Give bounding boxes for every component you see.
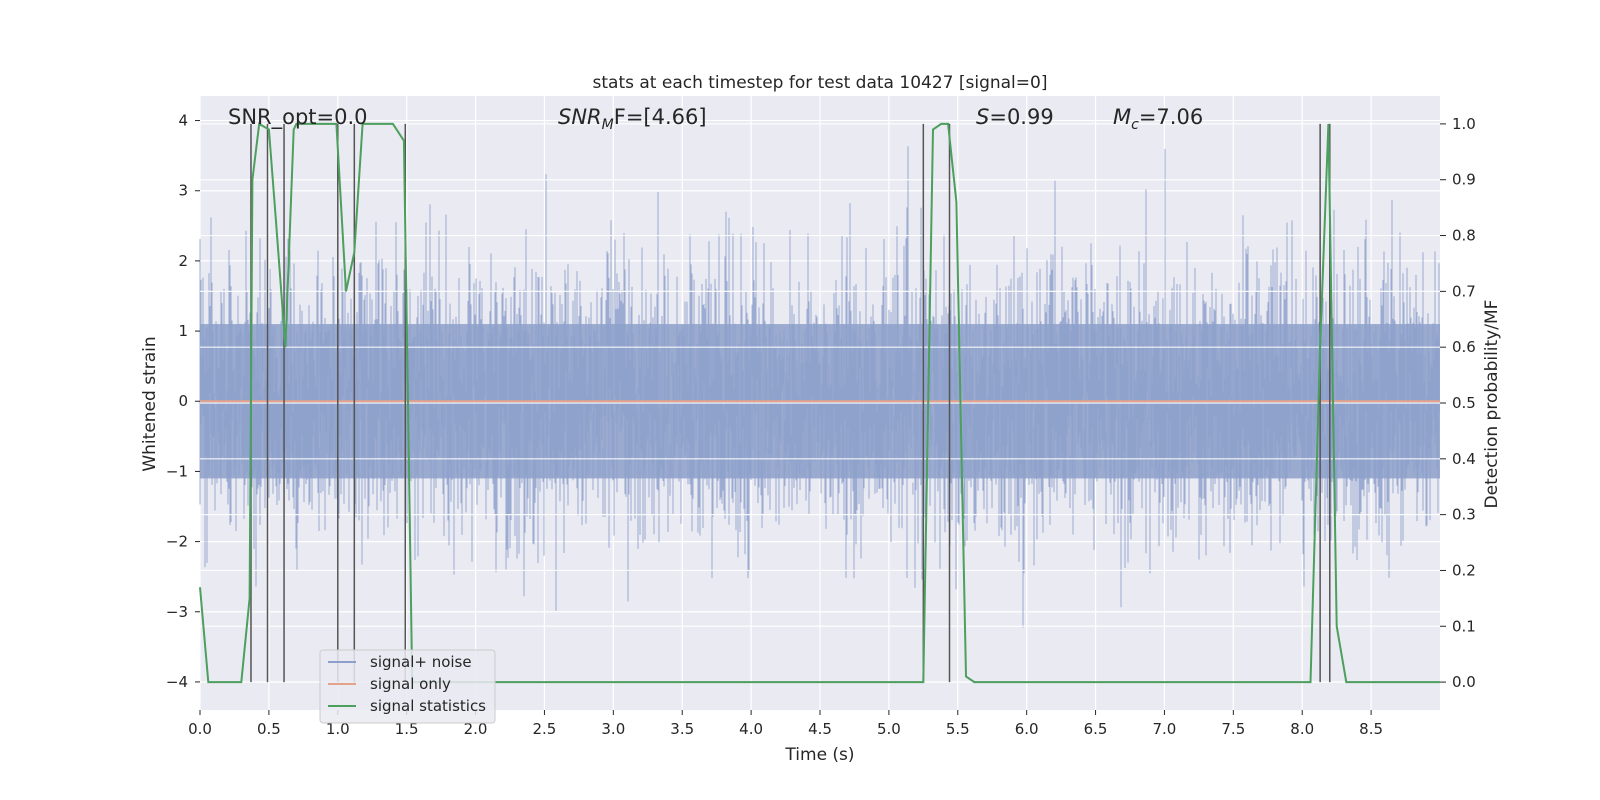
y-left-tick-label: −1	[166, 462, 188, 480]
y-left-tick-label: −2	[166, 533, 188, 551]
y-right-tick-label: 0.2	[1452, 561, 1476, 579]
annotation-snr-mf-sub: M	[602, 117, 614, 133]
x-tick-label: 3.0	[601, 720, 625, 738]
x-tick-label: 8.5	[1359, 720, 1383, 738]
y-right-tick-label: 0.6	[1452, 338, 1476, 356]
y-left-tick-label: 3	[178, 182, 188, 200]
y-axis-right-label: Detection probability/MF	[1482, 300, 1502, 509]
y-right-tick-label: 0.3	[1452, 506, 1476, 524]
x-tick-label: 2.5	[533, 720, 557, 738]
y-right-tick-label: 0.9	[1452, 171, 1476, 189]
annotation-mc-main: M	[1113, 105, 1131, 129]
x-tick-label: 6.0	[1015, 720, 1039, 738]
x-tick-label: 1.0	[326, 720, 350, 738]
y-left-tick-label: −4	[166, 673, 188, 691]
y-axis-right-ticks: 0.0 0.1 0.2 0.3 0.4 0.5 0.6 0.7 0.8 0.9 1.0	[1440, 115, 1476, 691]
legend-label-signal-only: signal only	[370, 675, 451, 693]
x-tick-label: 6.5	[1084, 720, 1108, 738]
noise-trace	[199, 146, 1440, 628]
legend: signal+ noise signal only signal statist…	[319, 649, 496, 724]
x-tick-label: 8.0	[1290, 720, 1314, 738]
x-axis-label: Time (s)	[784, 745, 854, 765]
y-right-tick-label: 0.5	[1452, 394, 1476, 412]
y-axis-left-label: Whitened strain	[140, 336, 160, 471]
annotation-mc-sub: c	[1131, 117, 1139, 133]
y-left-tick-label: −3	[166, 603, 188, 621]
annotation-mc-rest: =7.06	[1139, 105, 1203, 129]
legend-label-noise: signal+ noise	[370, 653, 472, 671]
y-left-tick-label: 1	[178, 322, 188, 340]
x-tick-label: 0.5	[257, 720, 281, 738]
x-tick-label: 0.0	[188, 720, 212, 738]
x-tick-label: 3.5	[670, 720, 694, 738]
y-left-tick-label: 4	[178, 112, 188, 130]
y-axis-left-ticks: −4 −3 −2 −1 0 1 2 3 4	[166, 112, 200, 691]
chart-title: stats at each timestep for test data 104…	[593, 73, 1048, 93]
annotation-s: S=0.99	[976, 105, 1054, 129]
y-right-tick-label: 1.0	[1452, 115, 1476, 133]
y-right-tick-label: 0.8	[1452, 227, 1476, 245]
x-tick-label: 5.0	[877, 720, 901, 738]
vertical-markers	[250, 123, 1331, 683]
x-tick-label: 7.0	[1153, 720, 1177, 738]
y-left-tick-label: 0	[178, 392, 188, 410]
x-tick-label: 5.5	[946, 720, 970, 738]
x-tick-label: 4.5	[808, 720, 832, 738]
annotation-snr-mf-rest: F=[4.66]	[614, 105, 707, 129]
y-right-tick-label: 0.1	[1452, 617, 1476, 635]
legend-label-statistics: signal statistics	[370, 697, 486, 715]
annotation-s-rest: =0.99	[989, 105, 1053, 129]
annotation-snr-mf-main: SNR	[558, 105, 602, 129]
y-right-tick-label: 0.7	[1452, 282, 1476, 300]
x-tick-label: 2.0	[464, 720, 488, 738]
y-right-tick-label: 0.0	[1452, 673, 1476, 691]
x-tick-label: 7.5	[1221, 720, 1245, 738]
legend-box	[319, 649, 496, 724]
y-right-tick-label: 0.4	[1452, 450, 1476, 468]
annotation-snr-mf: SNRMF=[4.66]	[558, 105, 707, 133]
annotation-mc: Mc=7.06	[1113, 105, 1203, 133]
annotation-snr-opt: SNR_opt=0.0	[228, 105, 368, 130]
x-tick-label: 4.0	[739, 720, 763, 738]
x-axis-ticks: 0.0 0.5 1.0 1.5 2.0 2.5 3.0 3.5 4.0 4.5 5.0 5.5 6.0 6…	[188, 710, 1383, 738]
y-left-tick-label: 2	[178, 252, 188, 270]
x-tick-label: 1.5	[395, 720, 419, 738]
annotation-s-main: S	[976, 105, 989, 129]
